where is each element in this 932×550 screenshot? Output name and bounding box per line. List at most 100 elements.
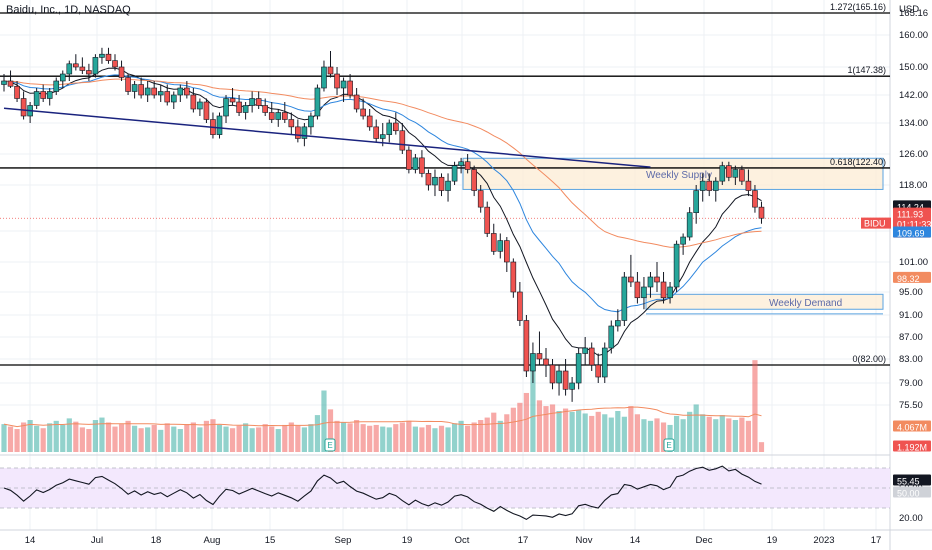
- volume-bar-79: [517, 402, 523, 452]
- candle-body-86: [562, 370, 569, 390]
- fib-label-3: 0(82.00): [852, 354, 886, 364]
- candle-body-87: [569, 382, 575, 390]
- candle-body-63: [412, 157, 419, 170]
- volume-bar-100: [654, 418, 660, 452]
- rsi-badge-bg: [893, 474, 931, 486]
- time-tick-13: 2023: [813, 535, 834, 546]
- volume-bar-110: [719, 415, 725, 452]
- volume-bar-109: [713, 419, 719, 452]
- price-tick-12: 83.00: [899, 354, 923, 365]
- earnings-label-1: E: [666, 441, 671, 450]
- candle-body-71: [464, 161, 471, 170]
- volume-bar-78: [510, 407, 516, 452]
- candle-body-30: [197, 101, 203, 110]
- zone-1: [645, 293, 884, 310]
- candle-body-51: [334, 73, 340, 89]
- earnings-label-0: E: [327, 441, 332, 450]
- volume-ma-badge-text-0: 4.067M: [897, 423, 927, 433]
- candle-body-103: [673, 243, 680, 288]
- volume-bar-31: [203, 420, 210, 452]
- fib-label-0: 1.272(165.16): [830, 2, 886, 12]
- candle-body-21: [138, 84, 144, 96]
- trendline[interactable]: [3, 107, 651, 168]
- candle-body-111: [726, 165, 732, 178]
- candle-body-110: [719, 165, 726, 182]
- volume-bar-37: [243, 423, 249, 452]
- candle-body-112: [732, 169, 739, 178]
- candle-body-18: [118, 66, 125, 78]
- fib-label-2: 0.618(122.40): [830, 157, 886, 167]
- candle-body-20: [131, 84, 138, 92]
- candle-body-113: [739, 169, 745, 182]
- volume-bar-10: [66, 418, 72, 452]
- volume-bar-29: [190, 422, 196, 452]
- candle-body-43: [281, 112, 288, 120]
- volume-bar-84: [549, 404, 556, 452]
- volume-bar-114: [745, 420, 752, 452]
- candle-body-33: [216, 115, 223, 135]
- candle-body-77: [504, 240, 510, 263]
- volume-bar-19: [125, 420, 131, 452]
- fib-label-1: 1(147.38): [847, 65, 886, 75]
- price-tick-3: 142.00: [899, 90, 928, 101]
- candle-body-5: [33, 91, 40, 106]
- candle-body-26: [170, 94, 177, 103]
- volume-bar-64: [419, 427, 425, 452]
- volume-bar-88: [576, 410, 582, 452]
- volume-bar-52: [340, 422, 347, 452]
- candle-body-56: [366, 115, 373, 128]
- volume-bar-102: [667, 424, 673, 452]
- volume-bar-86: [562, 408, 569, 452]
- volume-bar-97: [634, 414, 641, 452]
- candle-body-57: [373, 126, 380, 139]
- volume-bar-101: [660, 422, 667, 452]
- candle-body-47: [308, 115, 314, 128]
- time-tick-11: Dec: [696, 535, 713, 546]
- candle-body-15: [99, 53, 105, 58]
- currency-label: USD: [899, 4, 919, 15]
- candle-body-115: [752, 190, 758, 208]
- volume-bar-5: [34, 425, 40, 452]
- price-tick-14: 75.50: [899, 400, 923, 411]
- candle-body-74: [484, 206, 491, 234]
- candle-body-60: [392, 122, 399, 132]
- candle-body-62: [406, 149, 412, 170]
- candle-body-40: [262, 105, 269, 113]
- volume-bar-74: [484, 417, 490, 452]
- price-tick-0: 165.16: [899, 8, 928, 19]
- volume-bar-4: [27, 420, 33, 452]
- candle-body-28: [184, 87, 190, 96]
- price-tick-6: 118.00: [899, 180, 927, 191]
- volume-bar-85: [556, 411, 562, 452]
- volume-bar-111: [726, 418, 732, 452]
- volume-bar-36: [236, 425, 242, 452]
- volume-bar-9: [60, 424, 66, 452]
- candle-body-70: [458, 161, 464, 166]
- volume-bar-20: [132, 425, 138, 452]
- candle-body-76: [497, 240, 504, 252]
- zones: Weekly Supply Weekly Demand: [462, 157, 884, 315]
- candle-body-83: [543, 358, 549, 366]
- volume-bar-2: [14, 429, 20, 452]
- volume-bar-68: [445, 427, 451, 452]
- volume-bar-18: [118, 424, 125, 452]
- time-tick-9: Nov: [576, 535, 593, 546]
- volume-bar-99: [647, 420, 654, 452]
- volume-bar-108: [706, 416, 712, 452]
- volume-bar-3: [20, 422, 27, 452]
- volume-bar-23: [151, 424, 157, 452]
- candle-body-42: [275, 112, 282, 120]
- volume-bar-66: [432, 428, 438, 452]
- volume-bar-106: [693, 404, 699, 452]
- volume-bar-61: [399, 422, 405, 452]
- time-tick-4: 15: [265, 535, 276, 546]
- last-price-badge-text-0: 111.93: [897, 210, 923, 220]
- rsi-mid-badge-bg: [893, 486, 931, 498]
- volume-bar-16: [105, 422, 112, 452]
- candle-body-91: [595, 364, 602, 378]
- candle-body-81: [530, 353, 536, 372]
- volume-bar-87: [569, 411, 575, 452]
- volume-bar-46: [301, 427, 307, 452]
